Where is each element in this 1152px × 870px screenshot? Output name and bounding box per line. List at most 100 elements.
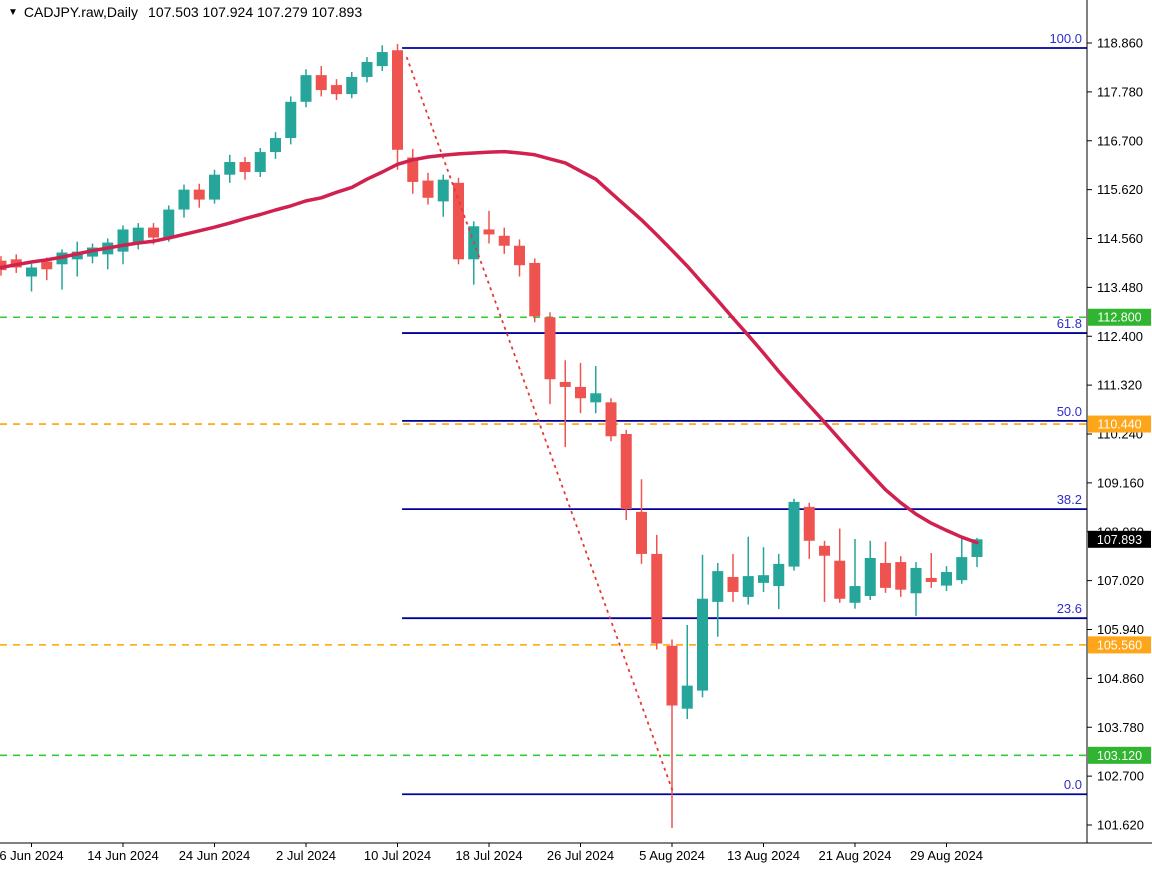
- candlestick: [620, 429, 632, 520]
- trend-line[interactable]: [405, 56, 675, 794]
- candlestick: [224, 154, 236, 183]
- candle-body: [880, 562, 891, 588]
- candlestick: [559, 360, 571, 448]
- x-tick-label: 10 Jul 2024: [364, 848, 431, 863]
- candle-body: [285, 101, 297, 139]
- current-price-badge: 107.893: [1088, 530, 1151, 548]
- candle-body: [910, 567, 922, 594]
- candlestick: [834, 528, 846, 603]
- level-price-badge-103.120-text: 103.120: [1097, 749, 1142, 763]
- symbol-dropdown-icon[interactable]: ▼: [8, 6, 18, 18]
- candle-body: [925, 577, 937, 582]
- candle-body: [956, 557, 968, 581]
- level-price-badge-110.440: 110.440: [1088, 415, 1151, 433]
- candlestick: [697, 554, 708, 698]
- level-price-badge-112.800-bg: [1088, 308, 1151, 326]
- candlestick: [803, 502, 815, 559]
- candlestick: [910, 562, 922, 616]
- candlestick: [666, 639, 678, 829]
- fib-level-label-38.2: 38.2: [1057, 492, 1082, 507]
- candlestick: [132, 223, 144, 250]
- candle-body: [819, 545, 830, 556]
- candle-body: [483, 229, 495, 235]
- candle-body: [849, 586, 861, 603]
- candle-body: [895, 562, 907, 590]
- candle-body: [178, 189, 190, 210]
- level-price-badge-112.800-text: 112.800: [1097, 311, 1141, 325]
- candle-body: [193, 189, 205, 200]
- candlestick: [178, 184, 190, 218]
- current-price-badge-bg: [1088, 530, 1151, 548]
- candle-body: [224, 162, 236, 175]
- candle-body: [941, 572, 952, 586]
- candlestick: [407, 148, 419, 194]
- candlestick: [590, 366, 602, 414]
- candle-body: [803, 506, 815, 541]
- candle-body: [26, 267, 37, 277]
- x-tick-label: 18 Jul 2024: [455, 848, 522, 863]
- candlestick: [422, 172, 434, 205]
- y-tick-label: 114.560: [1097, 231, 1143, 246]
- y-tick-label: 115.620: [1097, 182, 1143, 197]
- candlestick: [758, 547, 769, 592]
- candle-body: [315, 75, 327, 91]
- candle-body: [529, 262, 541, 317]
- x-tick-label: 29 Aug 2024: [910, 848, 983, 863]
- candlestick: [300, 69, 312, 108]
- candlestick: [102, 238, 114, 270]
- x-tick-label: 6 Jun 2024: [0, 848, 64, 863]
- level-price-badge-110.440-text: 110.440: [1097, 418, 1141, 432]
- candlestick: [956, 537, 968, 584]
- candlestick: [941, 566, 952, 592]
- candle-body: [971, 539, 983, 557]
- x-tick-label: 24 Jun 2024: [179, 848, 251, 863]
- y-tick-label: 118.860: [1097, 36, 1143, 51]
- candle-body: [742, 576, 754, 597]
- candlestick: [315, 66, 327, 97]
- candle-body: [697, 598, 708, 691]
- y-tick-label: 103.780: [1097, 720, 1144, 735]
- candle-body: [498, 235, 510, 246]
- candlestick: [849, 538, 861, 609]
- level-price-badge-103.120: 103.120: [1088, 746, 1151, 764]
- candlestick: [483, 210, 495, 244]
- y-tick-label: 112.400: [1097, 329, 1143, 344]
- candlestick: [651, 534, 663, 650]
- y-tick-label: 109.160: [1097, 475, 1144, 490]
- candlestick: [788, 498, 800, 571]
- horizontal-levels-group: [0, 316, 1087, 757]
- moving-average-line[interactable]: [0, 149, 979, 545]
- candle-body: [620, 434, 632, 510]
- candlestick: [87, 243, 98, 264]
- fib-level-label-23.6: 23.6: [1057, 601, 1082, 616]
- candlestick: [498, 227, 510, 254]
- candlestick: [270, 132, 281, 159]
- candle-body: [437, 179, 449, 202]
- x-axis-labels: 6 Jun 2024 14 Jun 2024 24 Jun 2024 2 Jul 20…: [0, 843, 983, 863]
- fib-level-label-100.0: 100.0: [1049, 31, 1082, 46]
- y-axis-labels: 118.860 117.780 116.700 115.620 114.560 113.4…: [1087, 36, 1144, 833]
- y-tick-label: 116.700: [1097, 133, 1143, 148]
- candlestick: [819, 540, 830, 602]
- y-tick-label: 113.480: [1097, 280, 1143, 295]
- y-tick-label: 102.700: [1097, 769, 1144, 784]
- level-price-badge-105.560-text: 105.560: [1097, 638, 1142, 652]
- candlestick: [925, 553, 937, 588]
- fib-level-label-61.8: 61.8: [1057, 316, 1082, 331]
- candle-body: [559, 381, 571, 387]
- candlestick: [71, 241, 83, 277]
- candlestick: [773, 553, 785, 610]
- y-tick-label: 105.940: [1097, 622, 1144, 637]
- candle-body: [727, 577, 739, 592]
- candlestick: [514, 239, 525, 277]
- candle-body: [254, 152, 266, 172]
- candlestick: [864, 540, 876, 601]
- y-tick-label: 111.320: [1097, 378, 1142, 393]
- candlestick: [880, 541, 891, 593]
- x-tick-label: 14 Jun 2024: [87, 848, 159, 863]
- candle-body: [132, 227, 144, 243]
- fibonacci-retracement[interactable]: 100.0 61.8 50.0 38.2 23.6 0.0: [402, 31, 1087, 796]
- candle-body: [239, 162, 251, 172]
